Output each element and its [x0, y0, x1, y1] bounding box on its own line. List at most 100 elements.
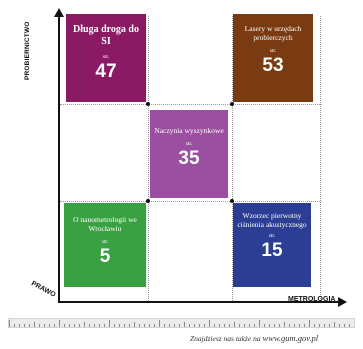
ruler-tick: [49, 324, 50, 327]
y-axis-arrow-icon: [54, 8, 64, 17]
page-label: str.: [102, 54, 110, 60]
ruler-tick: [319, 324, 320, 327]
ruler-tick: [179, 324, 180, 327]
x-axis: [58, 301, 340, 303]
ruler-tick: [24, 324, 25, 327]
y-axis-label: PROBIERNICTWO: [24, 21, 31, 80]
ruler-tick: [284, 322, 285, 327]
grid-line-middle: [60, 201, 322, 202]
page-label: str.: [269, 48, 277, 54]
page-label: str.: [101, 239, 109, 245]
ruler-tick: [244, 324, 245, 327]
ruler-tick: [344, 324, 345, 327]
box-dluga-droga[interactable]: Długa droga do SI str. 47: [66, 14, 146, 102]
ruler-tick: [99, 324, 100, 327]
ruler-tick: [239, 324, 240, 327]
ruler-tick: [34, 322, 35, 327]
ruler-tick: [249, 324, 250, 327]
grid-line-left: [148, 16, 149, 301]
ruler-tick: [139, 324, 140, 327]
ruler-tick: [154, 324, 155, 327]
box-naczynia[interactable]: Naczynia wyszynkowe str. 35: [150, 110, 228, 198]
ruler-tick: [349, 324, 350, 327]
y-axis: [58, 14, 60, 303]
ruler-tick: [129, 324, 130, 327]
ruler-tick: [29, 324, 30, 327]
footer-text: Znajdziesz nas także na: [190, 334, 261, 343]
ruler-tick: [209, 320, 210, 327]
ruler-tick: [114, 324, 115, 327]
ruler-tick: [184, 322, 185, 327]
ruler-tick: [324, 324, 325, 327]
ruler-tick: [279, 324, 280, 327]
ruler-tick: [254, 324, 255, 327]
ruler-tick: [289, 324, 290, 327]
ruler-tick: [39, 324, 40, 327]
ruler-tick: [339, 324, 340, 327]
ruler-tick: [314, 324, 315, 327]
box-title: Długa droga do SI: [73, 24, 139, 47]
box-title: Naczynia wyszynkowe: [154, 126, 224, 135]
ruler-tick: [149, 324, 150, 327]
ruler-tick: [119, 324, 120, 327]
grid-line-top: [60, 104, 322, 105]
x-axis-arrow-icon: [338, 297, 347, 307]
ruler-tick: [164, 324, 165, 327]
ruler-tick: [219, 324, 220, 327]
box-title: Lasery w urzędach probierczych: [244, 24, 302, 42]
ruler-tick: [294, 324, 295, 327]
page-label: str.: [185, 141, 193, 147]
origin-axis-label: PRAWO: [29, 280, 57, 299]
ruler-tick: [189, 324, 190, 327]
ruler-tick: [229, 324, 230, 327]
ruler-tick: [214, 324, 215, 327]
footer-site-link[interactable]: www.gum.gov.pl: [262, 333, 319, 343]
box-wzorzec[interactable]: Wzorzec pierwotny ciśnienia akustycznego…: [233, 203, 311, 287]
ruler-tick: [69, 324, 70, 327]
page-label: str.: [268, 233, 276, 239]
ruler-tick: [109, 320, 110, 327]
ruler-tick: [224, 324, 225, 327]
box-title: O nanometrologii we Wrocławiu: [73, 215, 137, 233]
ruler-tick: [299, 324, 300, 327]
ruler-tick: [194, 324, 195, 327]
ruler-tick: [14, 324, 15, 327]
ruler-tick: [44, 324, 45, 327]
grid-node: [230, 102, 234, 106]
ruler-tick: [84, 322, 85, 327]
page-number: 15: [261, 240, 283, 261]
ruler-tick: [89, 324, 90, 327]
ruler-tick: [309, 320, 310, 327]
ruler-tick: [134, 322, 135, 327]
ruler-tick: [79, 324, 80, 327]
ruler-tick: [104, 324, 105, 327]
grid-node: [146, 199, 150, 203]
ruler-tick: [59, 320, 60, 327]
box-nanometrologia[interactable]: O nanometrologii we Wrocławiu str. 5: [64, 203, 146, 287]
grid-line-far-right: [320, 16, 321, 301]
x-axis-label: METROLOGIA: [288, 296, 336, 303]
grid-line-right: [232, 16, 233, 301]
ruler-tick: [264, 324, 265, 327]
ruler-tick: [74, 324, 75, 327]
page-number: 5: [99, 246, 111, 267]
box-lasery[interactable]: Lasery w urzędach probierczych str. 53: [233, 14, 313, 102]
ruler-tick: [144, 324, 145, 327]
grid-node: [146, 102, 150, 106]
ruler-tick: [159, 320, 160, 327]
footer: Znajdziesz nas także na www.gum.gov.pl: [190, 333, 360, 343]
ruler-tick: [274, 324, 275, 327]
ruler-tick: [9, 320, 10, 327]
ruler-tick: [19, 324, 20, 327]
ruler-tick: [94, 324, 95, 327]
ruler-tick: [334, 322, 335, 327]
ruler-tick: [259, 320, 260, 327]
ruler-tick: [204, 324, 205, 327]
ruler-tick: [169, 324, 170, 327]
grid-node: [230, 199, 234, 203]
page-number: 35: [178, 148, 200, 169]
page-number: 53: [262, 55, 284, 76]
ruler-tick: [199, 324, 200, 327]
box-title: Wzorzec pierwotny ciśnienia akustycznego: [237, 211, 307, 229]
ruler-tick: [174, 324, 175, 327]
